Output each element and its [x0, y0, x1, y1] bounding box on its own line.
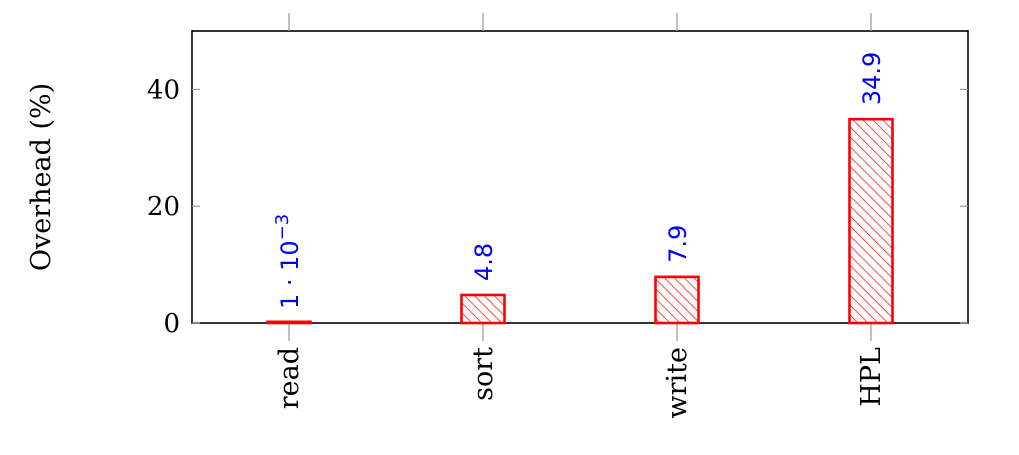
bar [460, 293, 506, 325]
value-label: 34.9 [858, 52, 886, 105]
y-tick-label: 0 [163, 309, 180, 339]
bar [266, 320, 312, 325]
value-label: 7.9 [664, 225, 692, 263]
y-tick-label: 20 [147, 192, 180, 222]
y-axis-label: Overhead (%) [26, 83, 57, 271]
x-category-label: HPL [856, 347, 887, 407]
value-label: 1 · 10−3 [272, 214, 304, 309]
x-category-label: read [274, 347, 305, 409]
x-category-label: write [662, 347, 693, 418]
value-label: 4.8 [470, 243, 498, 281]
bar [848, 117, 894, 325]
y-tick-label: 40 [147, 75, 180, 105]
x-category-label: sort [468, 347, 499, 401]
plot-frame [191, 30, 969, 324]
bar [654, 275, 700, 325]
